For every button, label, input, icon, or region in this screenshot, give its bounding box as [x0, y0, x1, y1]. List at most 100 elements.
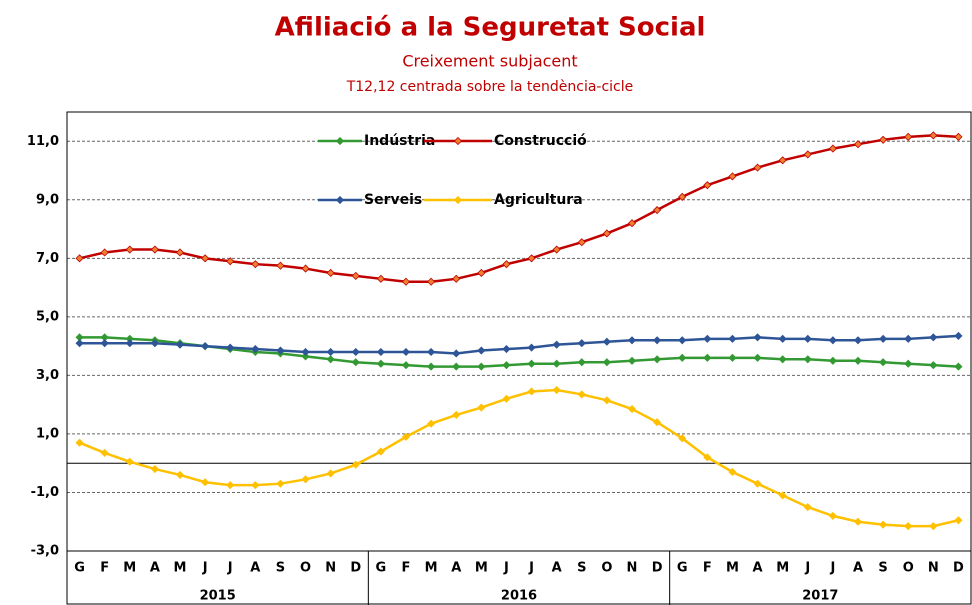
legend-marker [335, 136, 345, 146]
data-point [753, 479, 762, 488]
data-point [477, 346, 486, 355]
data-point [577, 390, 586, 399]
x-tick-label: J [503, 561, 509, 576]
data-point [201, 342, 210, 351]
data-point [602, 229, 611, 238]
x-tick-label: G [677, 561, 688, 576]
data-point [477, 268, 486, 278]
y-tick-label: -1,0 [31, 485, 59, 500]
y-tick-label: -3,0 [31, 544, 59, 559]
data-point [828, 356, 837, 365]
data-point [853, 356, 863, 365]
data-point [351, 271, 360, 280]
data-point [778, 334, 787, 343]
chart-note: T12,12 centrada sobre la tendència-cicle [346, 79, 634, 95]
x-tick-label: G [74, 561, 85, 576]
data-point [452, 410, 461, 419]
x-tick-label: D [953, 561, 964, 576]
data-point [427, 419, 436, 428]
x-tick-label: M [425, 561, 438, 576]
data-point [954, 132, 963, 141]
y-tick-label: 9,0 [36, 192, 59, 207]
data-point [954, 331, 963, 340]
data-point [678, 353, 687, 362]
legend-marker [453, 195, 463, 205]
data-point [954, 516, 963, 525]
data-point [351, 358, 360, 367]
x-tick-label: M [123, 561, 136, 576]
data-point [427, 362, 436, 371]
data-point [879, 334, 888, 343]
data-point [879, 135, 888, 144]
x-tick-label: A [853, 561, 863, 576]
data-point [150, 339, 159, 348]
data-point [326, 355, 335, 364]
data-point [703, 353, 712, 362]
data-point [929, 131, 938, 140]
data-point [401, 347, 411, 357]
y-tick-label: 3,0 [36, 368, 59, 383]
x-tick-label: J [829, 561, 835, 576]
x-tick-label: J [227, 561, 233, 576]
data-point [627, 404, 637, 414]
x-tick-label: F [402, 561, 411, 576]
data-point [728, 334, 737, 343]
x-tick-label: G [376, 561, 387, 576]
data-point [879, 520, 888, 529]
data-point [678, 434, 687, 443]
data-point [627, 336, 637, 345]
data-point [904, 132, 913, 141]
data-point [376, 359, 385, 368]
data-point [502, 361, 511, 370]
chart-title: Afiliació a la Seguretat Social [275, 13, 706, 43]
data-point [401, 432, 411, 441]
x-tick-label: D [652, 561, 663, 576]
data-point [125, 457, 134, 466]
data-point [703, 334, 712, 343]
data-point [150, 464, 159, 474]
data-point [853, 140, 863, 149]
legend-marker [453, 136, 463, 146]
data-point [477, 362, 486, 371]
y-tick-label: 1,0 [36, 426, 59, 441]
x-tick-label: M [475, 561, 488, 576]
data-point [75, 254, 84, 263]
data-point [376, 274, 385, 283]
data-point [150, 245, 159, 254]
x-tick-label: F [703, 561, 712, 576]
data-point [276, 346, 285, 355]
data-point [226, 343, 235, 352]
y-tick-label: 5,0 [36, 309, 59, 324]
data-point [75, 438, 84, 447]
data-point [879, 358, 888, 367]
data-point [100, 339, 109, 348]
data-point [502, 394, 511, 403]
data-point [778, 491, 787, 500]
data-point [175, 470, 185, 479]
data-point [125, 245, 134, 254]
data-point [401, 361, 411, 370]
x-tick-label: S [276, 561, 285, 576]
x-tick-label: M [174, 561, 187, 576]
data-point [678, 192, 687, 201]
data-point [853, 517, 863, 526]
data-point [929, 361, 938, 370]
x-tick-label: A [451, 561, 461, 576]
x-group-label: 2015 [200, 589, 236, 604]
data-point [301, 475, 310, 484]
legend-label: Serveis [364, 192, 422, 208]
data-point [175, 340, 185, 349]
data-point [778, 355, 787, 364]
data-point [301, 352, 310, 361]
data-point [527, 254, 536, 263]
data-point [803, 355, 812, 364]
data-point [201, 254, 210, 263]
data-point [527, 343, 536, 352]
y-tick-label: 7,0 [36, 251, 59, 266]
data-point [552, 245, 561, 254]
data-point [728, 172, 737, 181]
data-point [828, 144, 837, 153]
x-tick-label: M [776, 561, 789, 576]
x-tick-label: J [528, 561, 534, 576]
data-point [803, 503, 812, 512]
